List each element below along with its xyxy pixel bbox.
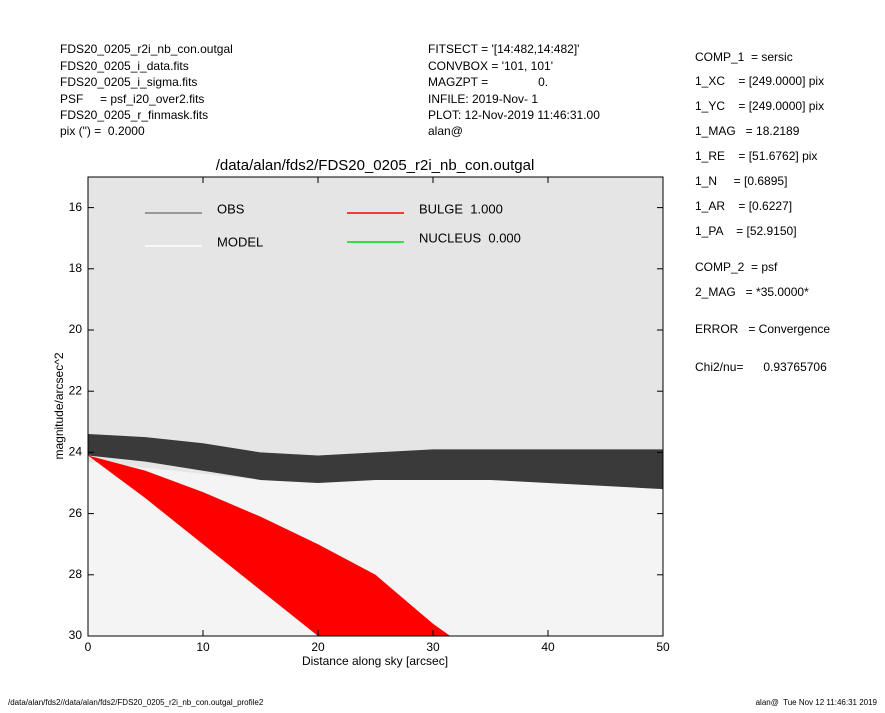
legend-label: MODEL <box>217 234 263 249</box>
fit-parameter: ERROR = Convergence <box>695 322 830 336</box>
legend-label: NUCLEUS 0.000 <box>419 230 521 245</box>
header-line: pix (") = 0.2000 <box>60 124 145 138</box>
y-tick-label: 28 <box>69 567 83 581</box>
fit-parameter: COMP_1 = sersic <box>695 50 793 64</box>
fit-parameter: 2_MAG = *35.0000* <box>695 285 809 299</box>
x-tick-label: 10 <box>196 640 210 654</box>
fit-parameter: Chi2/nu= 0.93765706 <box>695 360 827 374</box>
header-line: MAGZPT = 0. <box>428 75 548 89</box>
x-axis-label: Distance along sky [arcsec] <box>302 654 448 668</box>
fit-parameter: 1_XC = [249.0000] pix <box>695 74 824 88</box>
header-line: FDS20_0205_i_data.fits <box>60 59 189 73</box>
header-line: FITSECT = '[14:482,14:482]' <box>428 42 579 56</box>
x-tick-label: 40 <box>541 640 555 654</box>
header-line: PLOT: 12-Nov-2019 11:46:31.00 <box>428 108 600 122</box>
x-tick-label: 0 <box>85 640 92 654</box>
fit-parameter: 1_MAG = 18.2189 <box>695 124 800 138</box>
legend-label: OBS <box>217 201 245 216</box>
y-tick-label: 16 <box>69 200 83 214</box>
y-tick-label: 20 <box>69 322 83 336</box>
footer-right: alan@ Tue Nov 12 11:46:31 2019 <box>756 698 878 707</box>
x-tick-label: 20 <box>311 640 325 654</box>
fit-parameter: 1_RE = [51.6762] pix <box>695 149 817 163</box>
legend-label: BULGE 1.000 <box>419 201 503 216</box>
header-line: FDS20_0205_r_finmask.fits <box>60 108 208 122</box>
header-line: CONVBOX = '101, 101' <box>428 59 553 73</box>
data-band <box>88 434 663 490</box>
footer-left: /data/alan/fds2//data/alan/fds2/FDS20_02… <box>8 698 264 707</box>
x-tick-label: 30 <box>426 640 440 654</box>
data-band <box>88 455 451 636</box>
header-line: FDS20_0205_r2i_nb_con.outgal <box>60 42 233 56</box>
plot-frame <box>87 176 664 637</box>
fit-parameter: 1_PA = [52.9150] <box>695 224 797 238</box>
chart-title: /data/alan/fds2/FDS20_0205_r2i_nb_con.ou… <box>216 157 535 174</box>
y-tick-label: 22 <box>69 383 83 397</box>
y-tick-label: 26 <box>69 506 83 520</box>
y-tick-label: 18 <box>69 261 83 275</box>
y-tick-label: 30 <box>69 628 83 642</box>
y-axis-label: magnitude/arcsec^2 <box>52 352 66 459</box>
fit-parameter: 1_N = [0.6895] <box>695 174 787 188</box>
x-tick-label: 50 <box>656 640 670 654</box>
fit-parameter: 1_AR = [0.6227] <box>695 199 792 213</box>
y-tick-label: 24 <box>69 445 83 459</box>
fit-parameter: COMP_2 = psf <box>695 260 778 274</box>
header-line: FDS20_0205_i_sigma.fits <box>60 75 197 89</box>
header-line: alan@ <box>428 124 463 138</box>
header-line: PSF = psf_i20_over2.fits <box>60 92 204 106</box>
header-line: INFILE: 2019-Nov- 1 <box>428 92 538 106</box>
fit-parameter: 1_YC = [249.0000] pix <box>695 99 824 113</box>
